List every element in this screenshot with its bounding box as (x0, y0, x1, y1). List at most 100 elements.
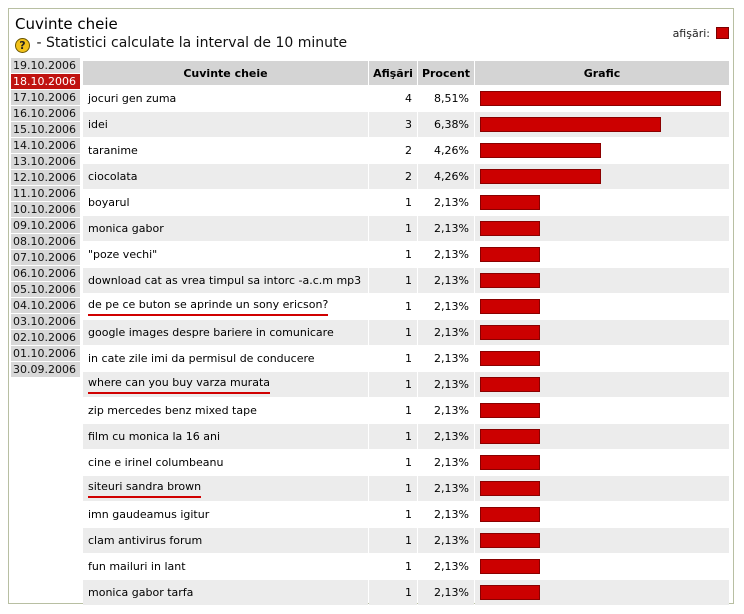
views-bar (480, 169, 601, 184)
views-bar (480, 351, 540, 366)
stats-panel: Cuvinte cheie ? - Statistici calculate l… (8, 8, 734, 605)
views-bar (480, 221, 540, 236)
date-item[interactable]: 13.10.2006 (11, 154, 80, 169)
keyword-cell: imn gaudeamus igitur (83, 502, 368, 527)
table-row: ciocolata 2 4,26% (83, 164, 729, 189)
legend-swatch (716, 27, 729, 39)
graph-cell (475, 164, 729, 189)
views-cell: 1 (369, 580, 417, 605)
column-header-percent[interactable]: Procent (418, 61, 474, 85)
keyword-cell: boyarul (83, 190, 368, 215)
views-cell: 2 (369, 138, 417, 163)
views-bar (480, 403, 540, 418)
keyword-text: "poze vechi" (88, 248, 158, 261)
views-bar (480, 429, 540, 444)
date-item[interactable]: 14.10.2006 (11, 138, 80, 153)
graph-cell (475, 268, 729, 293)
views-bar (480, 507, 540, 522)
percent-cell: 4,26% (418, 138, 474, 163)
table-row: google images despre bariere in comunica… (83, 320, 729, 345)
date-item[interactable]: 17.10.2006 (11, 90, 80, 105)
graph-cell (475, 372, 729, 397)
keyword-text: clam antivirus forum (88, 534, 203, 547)
keyword-cell: clam antivirus forum (83, 528, 368, 553)
table-header-row: Cuvinte cheie Afişări Procent Grafic (83, 61, 729, 85)
percent-cell: 8,51% (418, 86, 474, 111)
date-item[interactable]: 06.10.2006 (11, 266, 80, 281)
date-item[interactable]: 08.10.2006 (11, 234, 80, 249)
views-bar (480, 325, 540, 340)
percent-cell: 2,13% (418, 268, 474, 293)
keyword-text: monica gabor (88, 222, 164, 235)
percent-cell: 2,13% (418, 502, 474, 527)
keyword-text: idei (88, 118, 108, 131)
graph-cell (475, 502, 729, 527)
graph-cell (475, 320, 729, 345)
keyword-text: download cat as vrea timpul sa intorc -a… (88, 274, 362, 287)
views-bar (480, 481, 540, 496)
date-item[interactable]: 05.10.2006 (11, 282, 80, 297)
graph-cell (475, 346, 729, 371)
column-header-graph: Grafic (475, 61, 729, 85)
date-item[interactable]: 30.09.2006 (11, 362, 80, 377)
date-item[interactable]: 12.10.2006 (11, 170, 80, 185)
table-row: taranime 2 4,26% (83, 138, 729, 163)
views-bar (480, 195, 540, 210)
date-item[interactable]: 04.10.2006 (11, 298, 80, 313)
views-bar (480, 585, 540, 600)
table-row: where can you buy varza murata 1 2,13% (83, 372, 729, 397)
keyword-text: film cu monica la 16 ani (88, 430, 221, 443)
table-row: de pe ce buton se aprinde un sony ericso… (83, 294, 729, 319)
legend-label: afişări: (672, 27, 710, 40)
keyword-text: where can you buy varza murata (88, 376, 270, 394)
keyword-text: zip mercedes benz mixed tape (88, 404, 257, 417)
graph-cell (475, 86, 729, 111)
date-item[interactable]: 01.10.2006 (11, 346, 80, 361)
column-header-keyword[interactable]: Cuvinte cheie (83, 61, 368, 85)
views-cell: 1 (369, 398, 417, 423)
views-bar (480, 455, 540, 470)
date-item[interactable]: 15.10.2006 (11, 122, 80, 137)
graph-cell (475, 476, 729, 501)
keyword-text: in cate zile imi da permisul de conducer… (88, 352, 315, 365)
date-item[interactable]: 16.10.2006 (11, 106, 80, 121)
date-item[interactable]: 09.10.2006 (11, 218, 80, 233)
graph-cell (475, 398, 729, 423)
column-header-views[interactable]: Afişări (369, 61, 417, 85)
date-item[interactable]: 07.10.2006 (11, 250, 80, 265)
views-cell: 1 (369, 294, 417, 319)
table-row: clam antivirus forum 1 2,13% (83, 528, 729, 553)
table-row: download cat as vrea timpul sa intorc -a… (83, 268, 729, 293)
question-icon[interactable]: ? (15, 38, 30, 53)
views-cell: 3 (369, 112, 417, 137)
keyword-text: ciocolata (88, 170, 138, 183)
views-cell: 1 (369, 372, 417, 397)
date-item[interactable]: 03.10.2006 (11, 314, 80, 329)
graph-cell (475, 242, 729, 267)
views-cell: 1 (369, 450, 417, 475)
keyword-cell: monica gabor tarfa (83, 580, 368, 605)
keyword-cell: "poze vechi" (83, 242, 368, 267)
date-item[interactable]: 18.10.2006 (11, 74, 80, 89)
keyword-cell: jocuri gen zuma (83, 86, 368, 111)
views-cell: 1 (369, 320, 417, 345)
page-title: Cuvinte cheie (15, 15, 118, 33)
percent-cell: 2,13% (418, 320, 474, 345)
date-item[interactable]: 02.10.2006 (11, 330, 80, 345)
subtitle-text: - Statistici calculate la interval de 10… (36, 35, 348, 51)
views-cell: 1 (369, 424, 417, 449)
keyword-cell: monica gabor (83, 216, 368, 241)
views-cell: 4 (369, 86, 417, 111)
views-bar (480, 117, 661, 132)
date-item[interactable]: 19.10.2006 (11, 58, 80, 73)
percent-cell: 2,13% (418, 372, 474, 397)
percent-cell: 2,13% (418, 554, 474, 579)
date-item[interactable]: 10.10.2006 (11, 202, 80, 217)
percent-cell: 2,13% (418, 398, 474, 423)
keyword-cell: in cate zile imi da permisul de conducer… (83, 346, 368, 371)
date-item[interactable]: 11.10.2006 (11, 186, 80, 201)
table-row: cine e irinel columbeanu 1 2,13% (83, 450, 729, 475)
table-row: in cate zile imi da permisul de conducer… (83, 346, 729, 371)
keyword-text: cine e irinel columbeanu (88, 456, 224, 469)
table-row: zip mercedes benz mixed tape 1 2,13% (83, 398, 729, 423)
